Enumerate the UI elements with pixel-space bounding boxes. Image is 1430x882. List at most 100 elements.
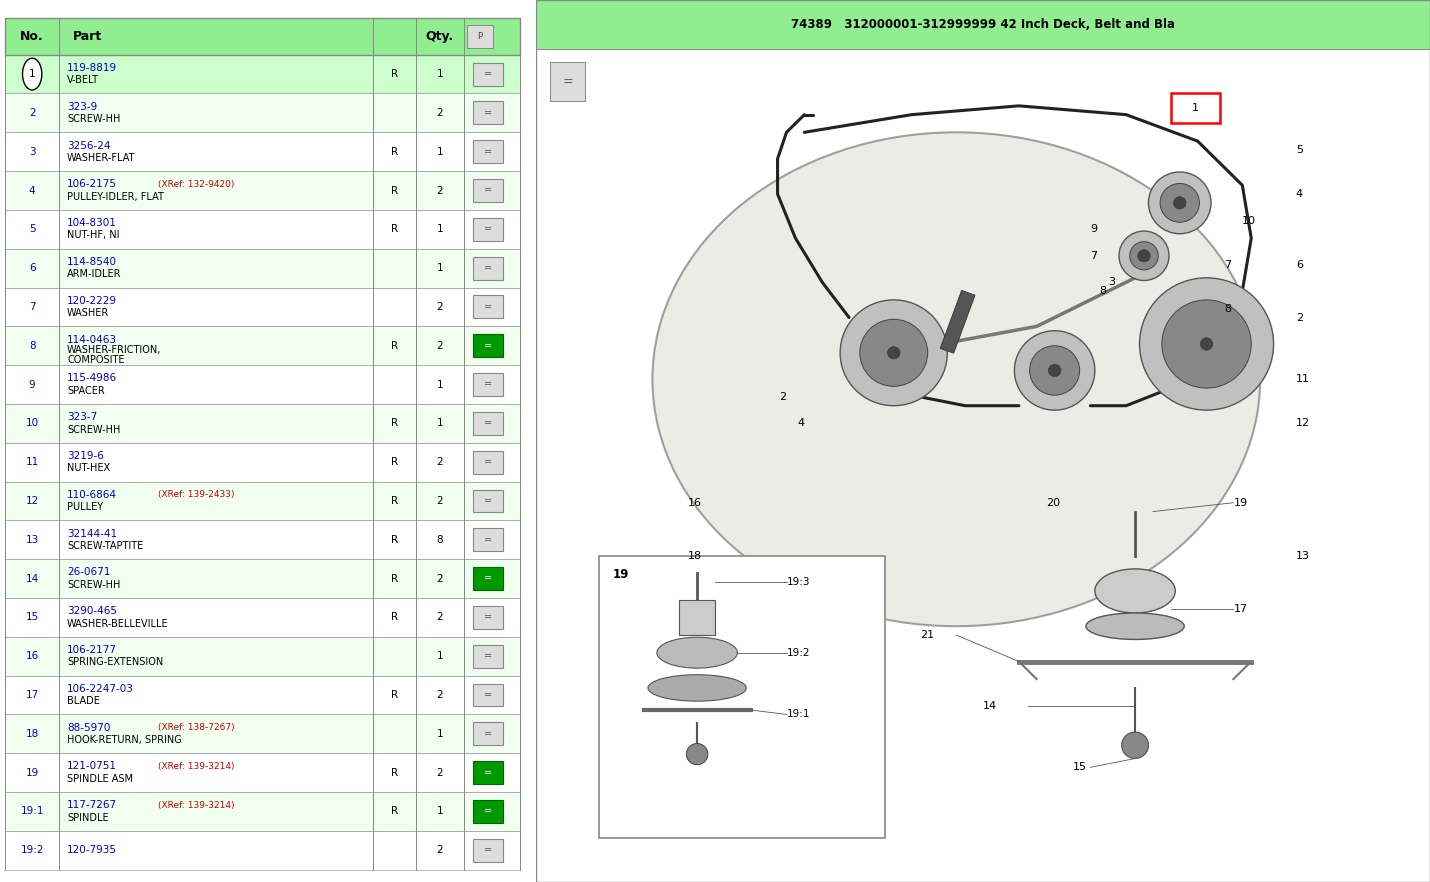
Text: 18: 18 [688, 550, 702, 561]
Bar [6, 831, 521, 870]
Text: 2: 2 [436, 612, 443, 623]
Text: 2: 2 [436, 457, 443, 467]
Bar [473, 684, 503, 706]
Text: R: R [390, 457, 398, 467]
Text: 13: 13 [1296, 550, 1310, 561]
Text: 21: 21 [921, 630, 935, 640]
Text: 4: 4 [1296, 189, 1303, 199]
Text: 20: 20 [1045, 497, 1060, 508]
Text: 106-2177: 106-2177 [67, 645, 117, 655]
Text: 1: 1 [436, 146, 443, 157]
Text: 4: 4 [798, 418, 804, 429]
Bar [6, 326, 521, 365]
Bar [6, 93, 521, 132]
Text: =: = [483, 845, 492, 856]
Bar [473, 451, 503, 474]
Text: SCREW-HH: SCREW-HH [67, 424, 120, 435]
Bar [536, 0, 1430, 49]
Text: PULLEY-IDLER, FLAT: PULLEY-IDLER, FLAT [67, 191, 164, 202]
Text: 110-6864: 110-6864 [67, 490, 117, 500]
Text: 119-8819: 119-8819 [67, 63, 117, 73]
Text: (XRef: 139-3214): (XRef: 139-3214) [159, 801, 235, 810]
Text: WASHER-BELLEVILLE: WASHER-BELLEVILLE [67, 618, 169, 629]
Circle shape [888, 347, 899, 359]
Text: R: R [390, 573, 398, 584]
Text: 9: 9 [29, 379, 36, 390]
Text: 13: 13 [26, 534, 39, 545]
Text: 2: 2 [779, 392, 786, 402]
Text: =: = [483, 690, 492, 700]
Bar [6, 482, 521, 520]
Text: 32144-41: 32144-41 [67, 528, 117, 539]
Circle shape [859, 319, 928, 386]
Circle shape [1160, 183, 1200, 222]
Text: =: = [483, 457, 492, 467]
Text: 8: 8 [1100, 286, 1107, 296]
Text: =: = [483, 108, 492, 118]
Circle shape [1030, 346, 1080, 395]
Text: NUT-HF, NI: NUT-HF, NI [67, 230, 120, 241]
Text: =: = [483, 651, 492, 662]
Text: 106-2247-03: 106-2247-03 [67, 684, 134, 694]
Text: Part: Part [73, 30, 102, 42]
Text: 5: 5 [1296, 145, 1303, 155]
Text: 16: 16 [688, 497, 702, 508]
Text: 1: 1 [29, 69, 36, 79]
Text: WASHER-FLAT: WASHER-FLAT [67, 153, 136, 163]
Bar [473, 140, 503, 163]
Text: 2: 2 [436, 690, 443, 700]
Text: BLADE: BLADE [67, 696, 100, 706]
Circle shape [1161, 300, 1251, 388]
Text: 19:1: 19:1 [20, 806, 44, 817]
Text: 1: 1 [436, 651, 443, 662]
Circle shape [1118, 231, 1170, 280]
Text: ARM-IDLER: ARM-IDLER [67, 269, 122, 280]
Text: (XRef: 139-3214): (XRef: 139-3214) [159, 762, 235, 771]
Text: 17: 17 [26, 690, 39, 700]
Bar [466, 25, 493, 48]
Circle shape [1130, 242, 1158, 270]
Bar [473, 645, 503, 668]
Ellipse shape [656, 637, 738, 669]
Text: 7: 7 [1224, 259, 1231, 270]
Text: SPACER: SPACER [67, 385, 104, 396]
Text: 4: 4 [29, 185, 36, 196]
Bar [941, 290, 975, 353]
Bar [6, 210, 521, 249]
Text: R: R [390, 767, 398, 778]
Bar [1171, 93, 1220, 123]
Text: 1: 1 [436, 224, 443, 235]
Bar [6, 443, 521, 482]
Text: 121-0751: 121-0751 [67, 761, 117, 772]
Text: WASHER-FRICTION,: WASHER-FRICTION, [67, 345, 162, 355]
Circle shape [23, 58, 41, 90]
Circle shape [841, 300, 947, 406]
Bar [6, 753, 521, 792]
Text: 14: 14 [984, 700, 997, 711]
Bar [473, 63, 503, 86]
Text: SPRING-EXTENSION: SPRING-EXTENSION [67, 657, 163, 668]
Text: R: R [390, 612, 398, 623]
Ellipse shape [1095, 569, 1175, 613]
Text: 1: 1 [436, 263, 443, 273]
Text: =: = [562, 76, 573, 88]
Text: R: R [390, 146, 398, 157]
Text: PULLEY: PULLEY [67, 502, 103, 512]
Circle shape [1138, 250, 1150, 262]
Text: 1: 1 [436, 69, 443, 79]
Text: NUT-HEX: NUT-HEX [67, 463, 110, 474]
Text: 6: 6 [29, 263, 36, 273]
Text: 19: 19 [1233, 497, 1247, 508]
Circle shape [1140, 278, 1274, 410]
Text: 3: 3 [29, 146, 36, 157]
Circle shape [1200, 338, 1213, 350]
Text: 12: 12 [1296, 418, 1310, 429]
Bar [6, 559, 521, 598]
Text: 18: 18 [26, 729, 39, 739]
Bar [6, 132, 521, 171]
Bar [549, 62, 585, 101]
Bar [473, 218, 503, 241]
Text: 17: 17 [1233, 603, 1247, 614]
Text: SPINDLE ASM: SPINDLE ASM [67, 774, 133, 784]
Text: 2: 2 [436, 767, 443, 778]
